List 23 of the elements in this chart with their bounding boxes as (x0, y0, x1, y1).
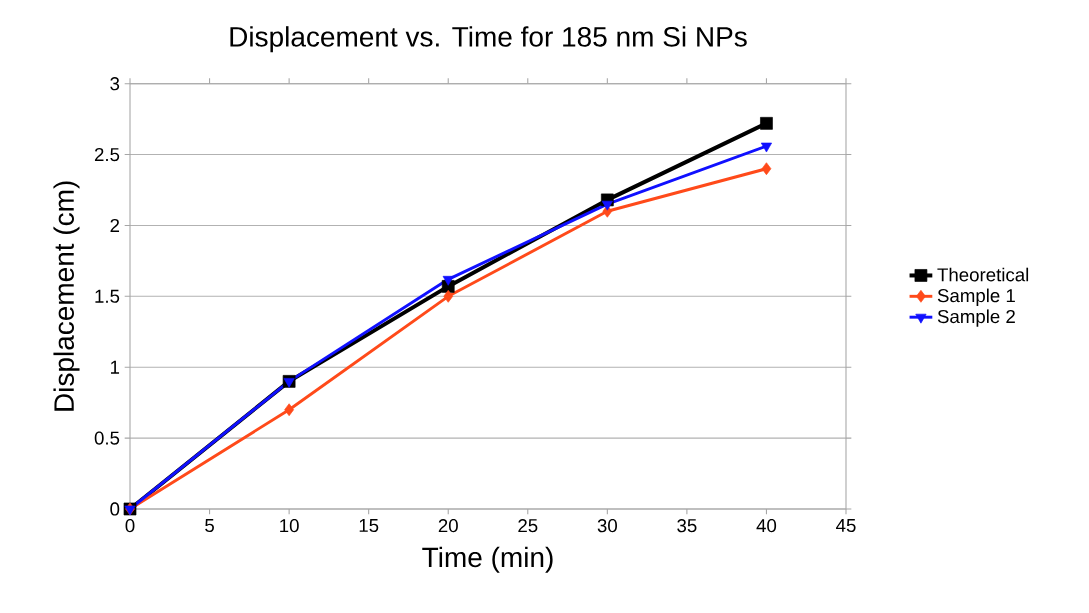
x-tick-label: 30 (597, 519, 617, 533)
legend-label: Theoretical (937, 267, 1029, 282)
x-tick-label: 20 (438, 519, 458, 533)
x-tick-label: 0 (125, 519, 135, 533)
legend-label: Sample 1 (937, 288, 1015, 306)
legend-label: Sample 2 (937, 309, 1015, 327)
y-tick-label: 1 (111, 360, 120, 374)
y-tick-label: 0.5 (94, 431, 120, 445)
x-tick-label: 35 (677, 519, 697, 533)
x-tick-label: 15 (359, 519, 379, 533)
x-tick-label: 40 (756, 519, 777, 533)
x-tick-label: 45 (836, 519, 856, 533)
chart-title: Displacement vs. Time for 185 nm Si NPs (230, 26, 747, 53)
x-axis-title: Time (min) (422, 546, 553, 573)
y-tick-label: 3 (110, 77, 120, 91)
y-tick-label: 2.5 (94, 147, 120, 162)
x-tick-label: 5 (205, 519, 214, 533)
x-tick-label: 25 (518, 519, 538, 533)
y-axis-title: Displacement (cm) (53, 181, 80, 411)
x-tick-label: 10 (280, 519, 299, 533)
y-tick-label: 2 (110, 218, 120, 232)
y-tick-label: 1.5 (95, 289, 120, 303)
y-tick-label: 0 (110, 502, 120, 516)
